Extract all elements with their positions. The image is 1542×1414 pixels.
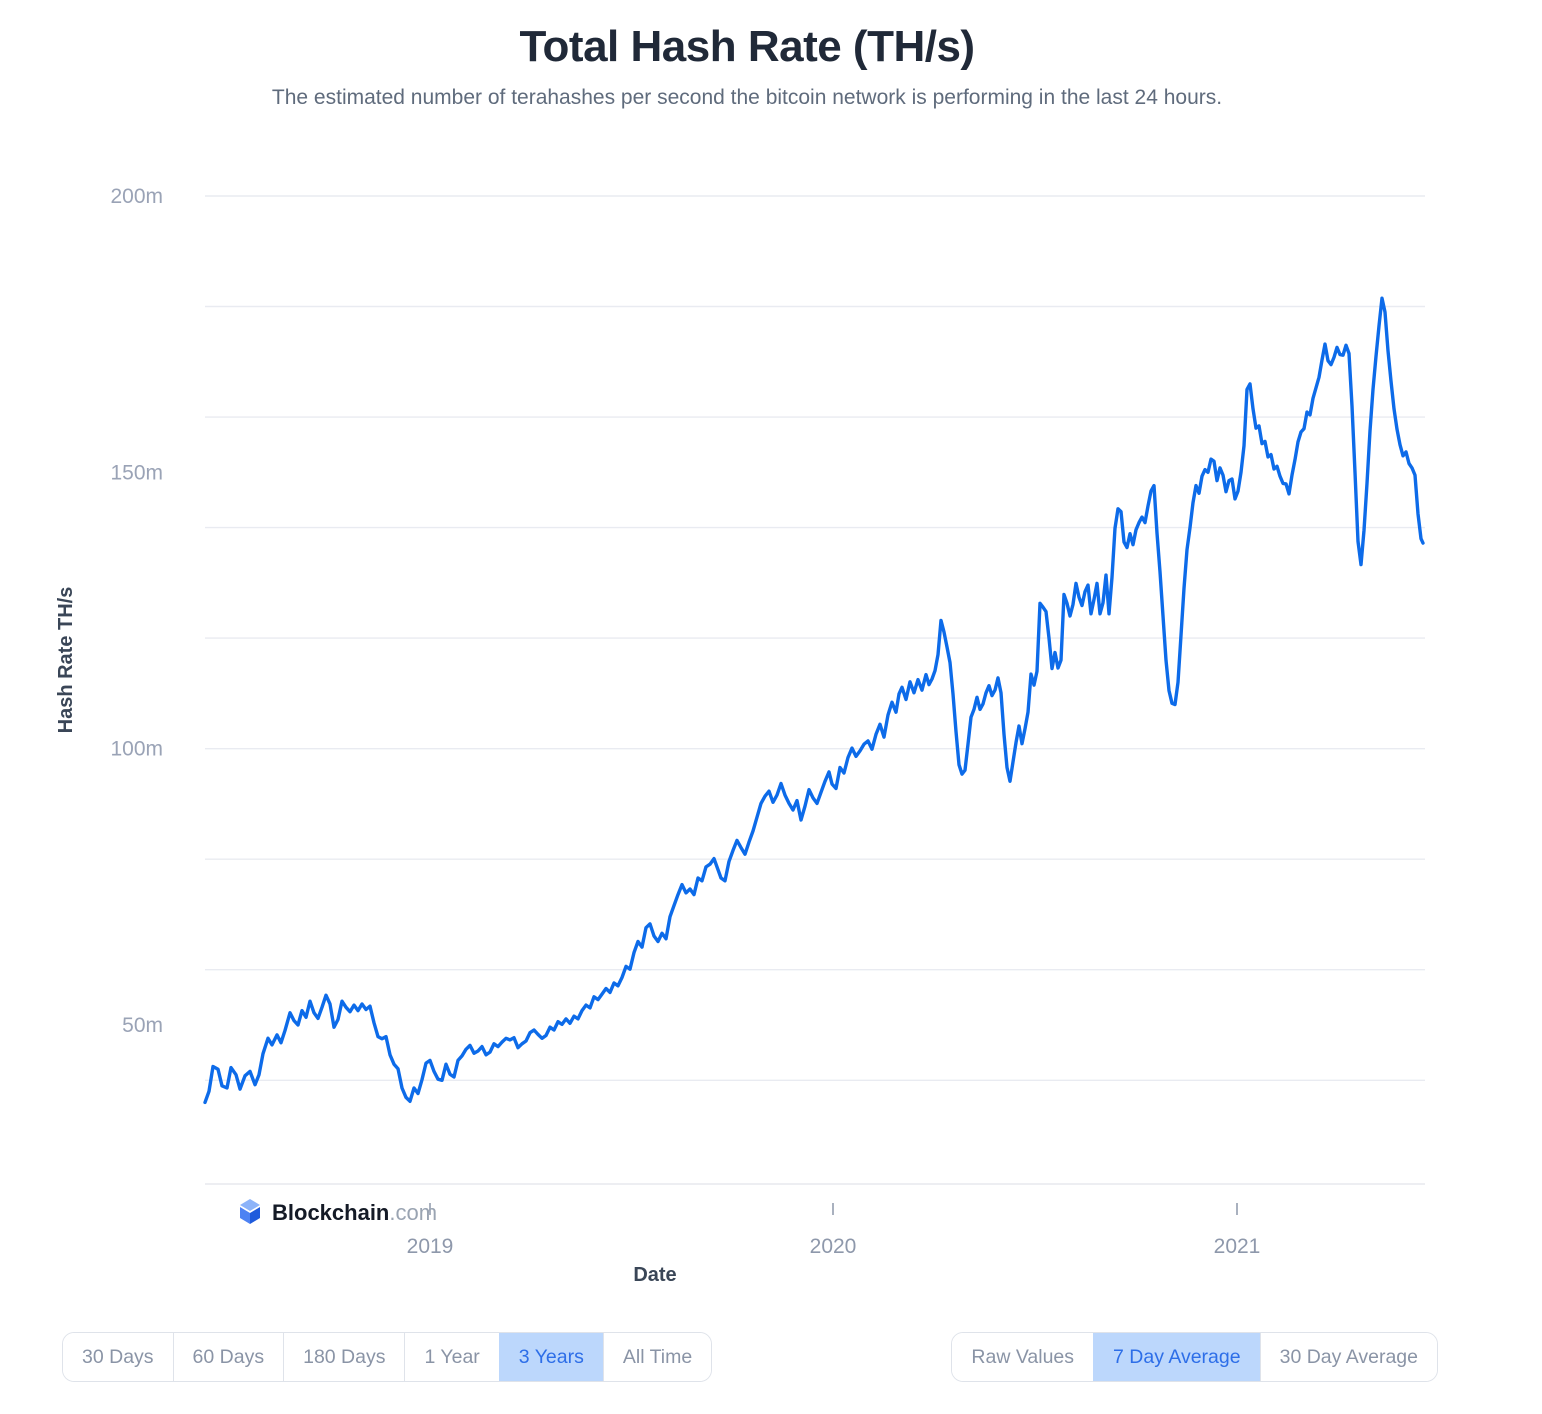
average-button-30-day-average[interactable]: 30 Day Average xyxy=(1259,1333,1437,1381)
time-range-button-group: 30 Days 60 Days 180 Days 1 Year 3 Years All T… xyxy=(62,1332,713,1382)
logo-suffix: .com xyxy=(389,1200,437,1225)
page-title: Total Hash Rate (TH/s) xyxy=(519,22,975,71)
y-tick-label: 200m xyxy=(110,185,163,208)
range-button-3-years[interactable]: 3 Years xyxy=(498,1333,603,1381)
x-axis-title: Date xyxy=(633,1264,676,1286)
x-tick-label: 2019 xyxy=(407,1235,454,1258)
range-button-60-days[interactable]: 60 Days xyxy=(172,1333,284,1381)
y-tick-label: 50m xyxy=(122,1014,163,1037)
chart-header: Total Hash Rate (TH/s) The estimated num… xyxy=(0,0,1494,110)
blockchain-logo[interactable]: Blockchain.com xyxy=(240,1199,437,1225)
svg-text:Blockchain.com: Blockchain.com xyxy=(272,1200,437,1225)
range-button-1-year[interactable]: 1 Year xyxy=(404,1333,499,1381)
gridlines xyxy=(205,195,1425,1082)
range-button-all-time[interactable]: All Time xyxy=(602,1333,712,1381)
y-tick-label: 100m xyxy=(110,738,163,761)
average-button-7-day-average[interactable]: 7 Day Average xyxy=(1093,1333,1260,1381)
y-tick-label: 150m xyxy=(110,461,163,484)
range-button-180-days[interactable]: 180 Days xyxy=(283,1333,405,1381)
logo-text: Blockchain xyxy=(272,1200,389,1225)
y-axis-tick-labels: 50m 100m 150m 200m xyxy=(110,185,163,1037)
average-mode-button-group: Raw Values 7 Day Average 30 Day Average xyxy=(951,1332,1438,1382)
x-tick-label: 2021 xyxy=(1214,1235,1261,1258)
x-tick-label: 2020 xyxy=(810,1235,857,1258)
y-axis-title: Hash Rate TH/s xyxy=(55,587,77,734)
x-axis-tick-labels: 2019 2020 2021 xyxy=(407,1203,1261,1258)
range-button-30-days[interactable]: 30 Days xyxy=(63,1333,173,1381)
hash-rate-line[interactable] xyxy=(203,296,1425,1105)
average-button-raw-values[interactable]: Raw Values xyxy=(952,1333,1094,1381)
page-subtitle: The estimated number of terahashes per s… xyxy=(271,86,1223,109)
blockchain-cube-icon xyxy=(240,1199,260,1224)
